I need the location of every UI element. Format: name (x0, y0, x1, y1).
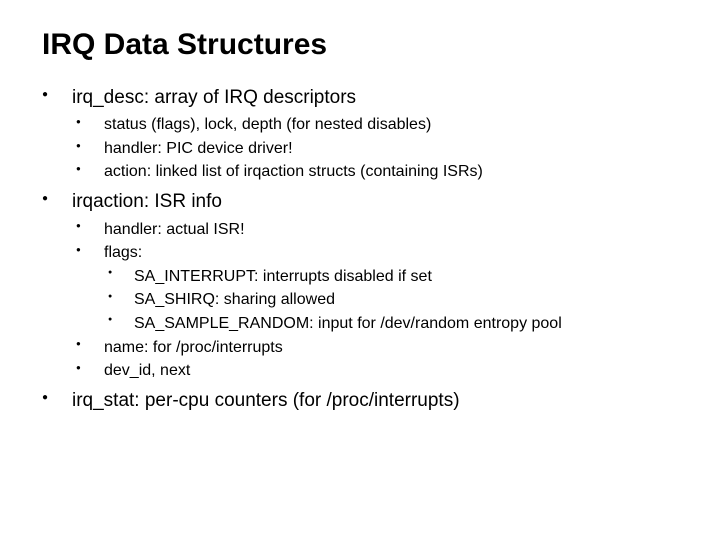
bullets-lvl2: handler: actual ISR! flags: SA_INTERRUPT… (72, 219, 678, 382)
list-item: flags: SA_INTERRUPT: interrupts disabled… (72, 242, 678, 334)
bullet-text: SA_INTERRUPT: interrupts disabled if set (134, 268, 432, 285)
list-item: name: for /proc/interrupts (72, 337, 678, 359)
bullet-text: action: linked list of irqaction structs… (104, 163, 483, 180)
bullets-lvl1: irq_desc: array of IRQ descriptors statu… (42, 85, 678, 414)
list-item: SA_SAMPLE_RANDOM: input for /dev/random … (104, 313, 678, 335)
list-item: handler: actual ISR! (72, 219, 678, 241)
list-item: irq_desc: array of IRQ descriptors statu… (42, 85, 678, 183)
list-item: handler: PIC device driver! (72, 138, 678, 160)
list-item: irqaction: ISR info handler: actual ISR!… (42, 189, 678, 382)
bullet-text: status (flags), lock, depth (for nested … (104, 116, 431, 133)
bullet-text: name: for /proc/interrupts (104, 339, 283, 356)
list-item: dev_id, next (72, 360, 678, 382)
bullet-text: irqaction: ISR info (72, 191, 222, 212)
list-item: action: linked list of irqaction structs… (72, 161, 678, 183)
bullet-text: SA_SHIRQ: sharing allowed (134, 291, 335, 308)
list-item: SA_SHIRQ: sharing allowed (104, 289, 678, 311)
bullet-text: irq_stat: per-cpu counters (for /proc/in… (72, 390, 460, 411)
bullet-text: flags: (104, 244, 142, 261)
bullets-lvl2: status (flags), lock, depth (for nested … (72, 114, 678, 183)
bullet-text: dev_id, next (104, 362, 190, 379)
bullet-text: SA_SAMPLE_RANDOM: input for /dev/random … (134, 315, 562, 332)
bullet-text: handler: actual ISR! (104, 221, 245, 238)
slide-title: IRQ Data Structures (42, 28, 678, 63)
list-item: irq_stat: per-cpu counters (for /proc/in… (42, 388, 678, 414)
list-item: status (flags), lock, depth (for nested … (72, 114, 678, 136)
bullets-lvl3: SA_INTERRUPT: interrupts disabled if set… (104, 266, 678, 335)
bullet-text: irq_desc: array of IRQ descriptors (72, 87, 356, 108)
list-item: SA_INTERRUPT: interrupts disabled if set (104, 266, 678, 288)
bullet-text: handler: PIC device driver! (104, 140, 293, 157)
slide: IRQ Data Structures irq_desc: array of I… (0, 0, 720, 540)
